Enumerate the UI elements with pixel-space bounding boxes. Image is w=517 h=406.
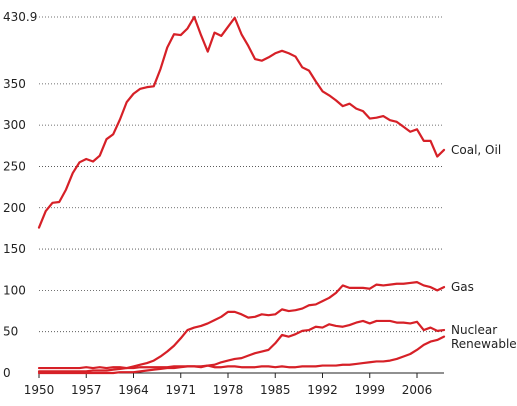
x-tick-label: 1950 [24,383,55,397]
x-tick-label: 1957 [71,383,102,397]
series-lines [37,15,446,375]
grid-lines [39,16,444,374]
x-tick-label: 1992 [307,383,338,397]
y-tick-label: 0 [3,366,11,380]
series-line-coal-oil [37,15,446,229]
x-axis-ticks: 1950 1957 1964 1971 1978 1985 1992 1999 2006 [24,373,433,397]
y-tick-label: 200 [3,201,26,215]
x-tick-label: 1985 [260,383,291,397]
series-line-nuclear [37,319,446,375]
series-line-gas [37,281,446,373]
y-tick-label: 350 [3,77,26,91]
y-tick-label: 100 [3,283,26,297]
series-label: Coal, Oil [451,143,501,157]
y-tick-label: 430.9 [3,10,37,24]
x-tick-label: 1999 [354,383,385,397]
series-label: Gas [451,280,474,294]
x-tick-label: 1964 [118,383,149,397]
series-line-renewables [37,335,446,370]
series-label: Nuclear [451,323,497,337]
y-tick-label: 250 [3,159,26,173]
series-label: Renewables [451,337,517,351]
y-tick-label: 150 [3,242,26,256]
y-tick-label: 300 [3,118,26,132]
x-tick-label: 1978 [213,383,244,397]
y-tick-label: 50 [3,325,18,339]
x-tick-label: 2006 [402,383,433,397]
x-tick-label: 1971 [165,383,196,397]
y-axis-ticks: 0 50 100 150 200 250 300 350 430.9 [3,10,37,380]
